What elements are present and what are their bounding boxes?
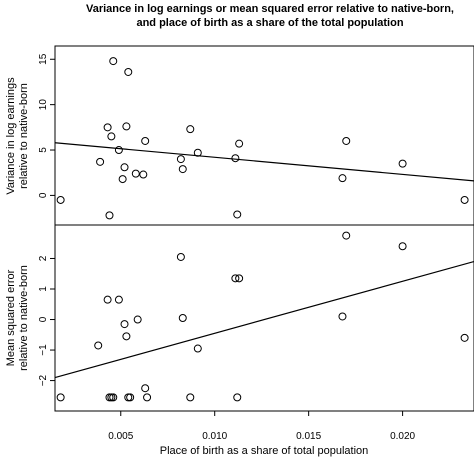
bottom-ytick-label: 0 xyxy=(38,316,49,322)
top-data-point xyxy=(109,57,118,66)
top-data-point xyxy=(176,155,185,164)
top-data-point xyxy=(103,123,112,132)
bottom-ylabel-line-1: Mean squared error xyxy=(5,269,17,366)
bottom-data-point xyxy=(178,314,187,322)
top-ylabel-line-2: relative to native-born xyxy=(18,83,30,189)
top-data-point xyxy=(186,125,195,134)
top-data-point xyxy=(96,157,105,166)
top-data-point xyxy=(231,154,240,163)
bottom-data-point xyxy=(133,315,142,324)
top-data-point xyxy=(122,122,131,131)
top-data-point xyxy=(178,165,187,174)
bottom-data-point xyxy=(122,332,131,341)
bottom-data-point xyxy=(338,312,347,321)
top-data-point xyxy=(107,132,116,141)
top-data-point xyxy=(141,136,150,145)
chart-title-line-1: Variance in log earnings or mean squared… xyxy=(86,3,454,15)
top-data-point xyxy=(233,210,242,219)
x-tick-label: 0.010 xyxy=(202,431,227,442)
bottom-ytick-label: −2 xyxy=(38,374,49,386)
bottom-data-point xyxy=(141,384,150,393)
top-panel-frame xyxy=(54,45,474,226)
x-tick-label: 0.005 xyxy=(108,431,133,442)
top-ytick-label: 5 xyxy=(38,147,49,153)
bottom-ytick-label: −1 xyxy=(38,344,49,356)
bottom-data-point xyxy=(231,274,240,283)
bottom-data-point xyxy=(126,393,135,402)
bottom-data-point xyxy=(233,393,242,402)
top-data-point xyxy=(398,159,407,168)
top-ytick-label: 10 xyxy=(38,99,49,111)
bottom-data-point xyxy=(109,393,118,402)
x-tick-label: 0.020 xyxy=(390,431,415,442)
bottom-panel-frame xyxy=(54,224,474,412)
bottom-ylabel-line-2: relative to native-born xyxy=(18,265,30,371)
top-data-point xyxy=(342,136,351,145)
bottom-data-point xyxy=(398,242,407,251)
chart-title-line-2: and place of birth as a share of the tot… xyxy=(136,17,403,29)
top-data-point xyxy=(105,211,114,220)
bottom-ytick-label: 1 xyxy=(38,286,49,292)
top-data-point xyxy=(131,169,140,178)
top-data-point xyxy=(56,195,65,204)
bottom-data-point xyxy=(103,295,112,304)
top-data-point xyxy=(120,163,129,172)
top-ytick-label: 15 xyxy=(38,53,49,65)
x-tick-label: 0.015 xyxy=(296,431,321,442)
top-data-point xyxy=(338,174,347,183)
bottom-data-point xyxy=(342,231,351,240)
bottom-data-point xyxy=(460,333,469,342)
top-data-point xyxy=(139,170,148,179)
top-data-point xyxy=(460,195,469,204)
chart-marks: 0 5 10 15 −2 −1 0 1 2 0.005 0.010 0.015 0.020 xyxy=(38,53,474,442)
bottom-fit-line xyxy=(54,260,474,379)
top-data-point xyxy=(114,146,123,155)
bottom-data-point xyxy=(56,393,65,402)
top-ytick-label: 0 xyxy=(38,192,49,198)
bottom-data-point xyxy=(120,320,129,329)
top-fit-line xyxy=(54,142,474,182)
bottom-data-point xyxy=(235,274,244,283)
top-data-point xyxy=(124,67,133,76)
bottom-data-point xyxy=(94,341,103,350)
bottom-data-point xyxy=(193,344,202,353)
bottom-ytick-label: 2 xyxy=(38,255,49,261)
bottom-data-point xyxy=(143,393,152,402)
top-data-point xyxy=(118,175,127,184)
x-axis-label: Place of birth as a share of total popul… xyxy=(160,445,369,457)
top-ylabel-line-1: Variance in log earnings xyxy=(5,77,17,195)
bottom-data-point xyxy=(114,295,123,304)
bottom-data-point xyxy=(186,393,195,402)
bottom-data-point xyxy=(176,252,185,261)
top-data-point xyxy=(235,139,244,148)
